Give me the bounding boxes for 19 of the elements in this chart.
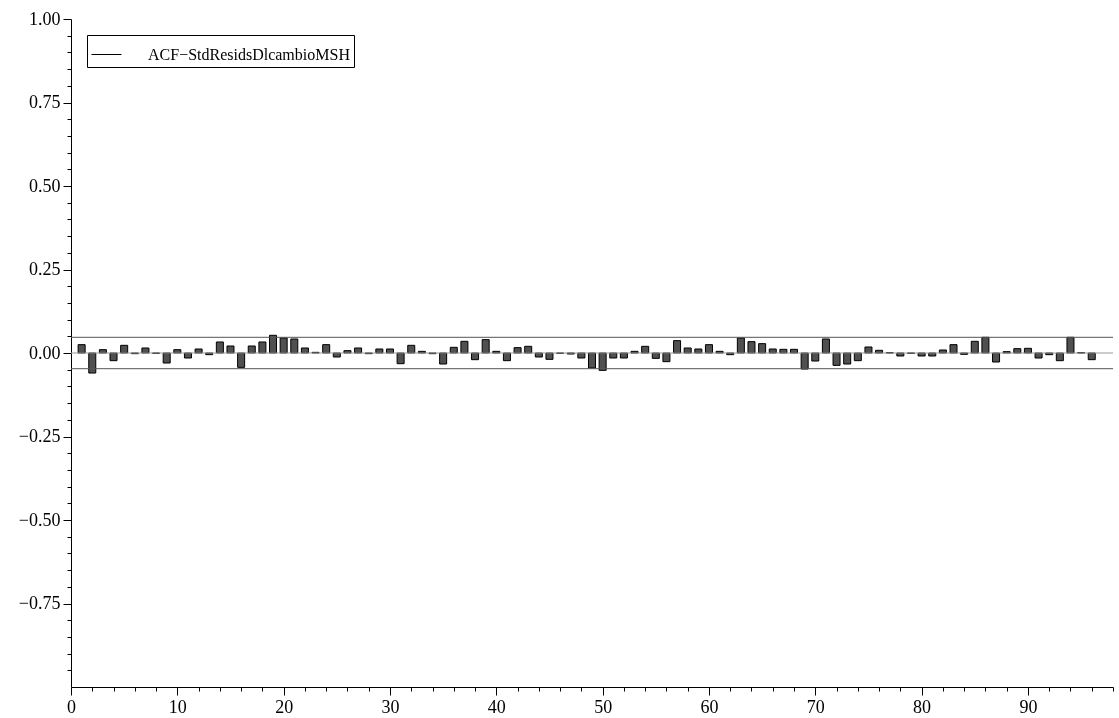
x-tick-label: 80 [913,696,932,717]
x-tick-label: 40 [487,696,506,717]
y-tick-label: 0.00 [29,342,61,363]
y-tick-label: 0.75 [29,92,61,112]
x-tick-label: 30 [381,696,400,717]
y-tick-label: 0.25 [29,259,61,279]
x-tick-label: 70 [806,696,825,717]
x-tick-label: 0 [67,696,76,717]
x-tick-label: 50 [594,696,613,717]
y-tick-label: 1.00 [29,8,61,29]
x-tick-label: 60 [700,696,719,717]
x-tick-label: 20 [275,696,294,717]
legend-label: ACF−StdResidsDlcambioMSH [148,45,351,63]
x-tick-label: 90 [1019,696,1038,717]
y-tick-label: −0.25 [18,426,61,446]
y-tick-label: −0.50 [18,509,61,530]
y-tick-label: 0.50 [29,175,61,196]
y-tick-label: −0.75 [18,593,61,613]
x-tick-label: 10 [168,696,187,717]
